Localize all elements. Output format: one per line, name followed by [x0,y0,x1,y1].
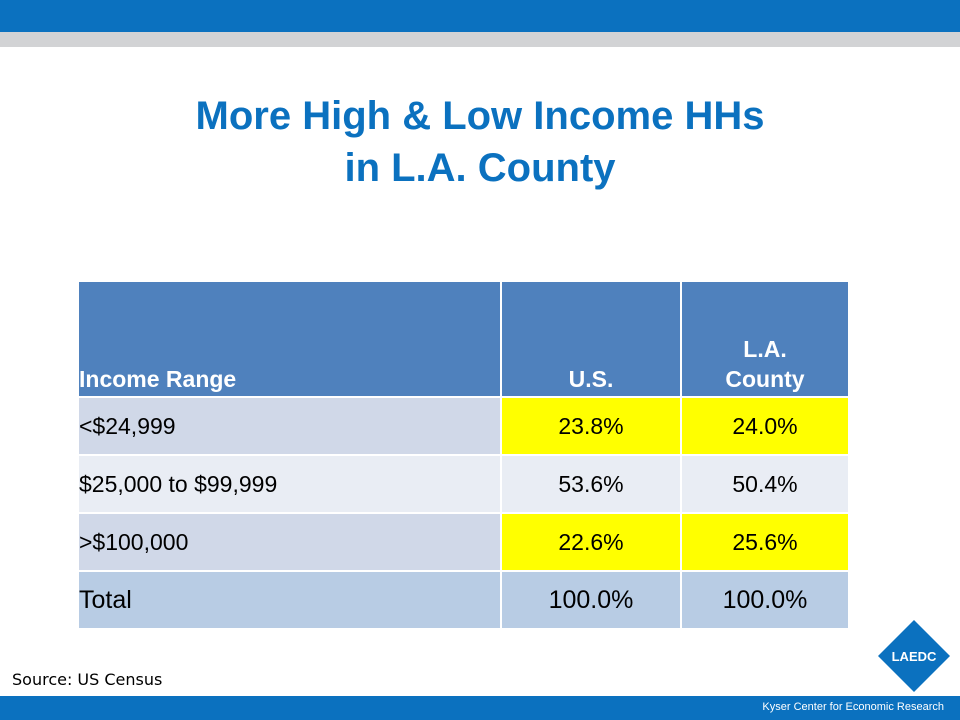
row-la-value: 25.6% [680,512,850,572]
table-row: >$100,000 22.6% 25.6% [77,512,850,572]
row-us-value: 22.6% [500,512,682,572]
top-stripe [0,32,960,47]
income-table: Income Range U.S. L.A. County <$24,999 2… [77,280,850,630]
title-line-2: in L.A. County [344,146,616,190]
table-row: $25,000 to $99,999 53.6% 50.4% [77,454,850,514]
header-income-range: Income Range [77,280,502,398]
row-income-range: Total [77,570,502,630]
row-us-value: 23.8% [500,396,682,456]
laedc-logo: LAEDC [878,620,950,692]
title-line-1: More High & Low Income HHs [195,94,765,138]
row-la-value: 50.4% [680,454,850,514]
row-income-range: $25,000 to $99,999 [77,454,502,514]
source-note: Source: US Census [12,670,163,689]
row-us-value: 100.0% [500,570,682,630]
header-la-line-1: L.A. [743,336,787,362]
header-la-county: L.A. County [680,280,850,398]
row-us-value: 53.6% [500,454,682,514]
table-total-row: Total 100.0% 100.0% [77,570,850,630]
header-la-line-2: County [725,366,805,392]
footer-credit: Kyser Center for Economic Research [762,701,944,713]
table-row: <$24,999 23.8% 24.0% [77,396,850,456]
logo-text: LAEDC [892,649,937,664]
slide-title: More High & Low Income HHs in L.A. Count… [0,90,960,194]
row-la-value: 100.0% [680,570,850,630]
table-header-row: Income Range U.S. L.A. County [77,280,850,398]
top-banner [0,0,960,32]
row-income-range: <$24,999 [77,396,502,456]
header-us: U.S. [500,280,682,398]
bottom-banner [0,696,960,720]
row-la-value: 24.0% [680,396,850,456]
row-income-range: >$100,000 [77,512,502,572]
